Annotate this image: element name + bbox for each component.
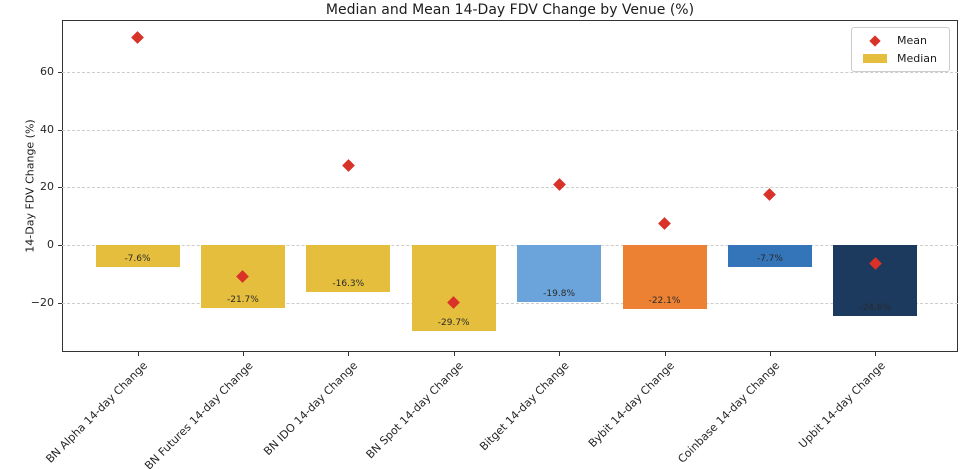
x-tick-label: BN Spot 14-day Change: [363, 359, 466, 462]
gridline: [62, 302, 958, 304]
x-tick-label: Coinbase 14-day Change: [675, 359, 783, 466]
x-tick-label: BN IDO 14-day Change: [261, 359, 361, 458]
median-swatch-icon: [862, 54, 887, 63]
x-tick-mark: [559, 352, 561, 356]
gridline: [62, 245, 958, 247]
bar: [95, 245, 180, 268]
legend-label-mean: Mean: [896, 34, 927, 47]
bar-value-label: -22.1%: [648, 295, 681, 306]
gridline: [62, 129, 958, 131]
x-tick-mark: [137, 352, 139, 356]
y-tick-label: 40: [40, 122, 54, 136]
bar-value-label: -19.8%: [543, 289, 576, 300]
y-tick-mark: [58, 129, 62, 131]
y-tick-label: 60: [40, 64, 54, 78]
gridline: [62, 71, 958, 73]
chart-title: Median and Mean 14-Day FDV Change by Ven…: [325, 2, 695, 18]
legend: Mean Median: [850, 27, 950, 72]
x-tick-mark: [453, 352, 455, 356]
bar: [622, 245, 707, 309]
legend-label-median: Median: [896, 52, 937, 65]
x-tick-mark: [242, 352, 244, 356]
x-tick-label: Upbit 14-day Change: [795, 359, 888, 451]
bar-value-label: -29.7%: [437, 317, 470, 328]
x-tick-mark: [875, 352, 877, 356]
bar-value-label: -16.3%: [332, 279, 365, 290]
y-tick-mark: [58, 245, 62, 247]
x-tick-label: Bitget 14-day Change: [477, 359, 572, 454]
bar: [517, 245, 602, 303]
x-tick-mark: [348, 352, 350, 356]
y-tick-mark: [58, 302, 62, 304]
x-tick-mark: [664, 352, 666, 356]
x-tick-label: BN Alpha 14-day Change: [43, 359, 150, 466]
y-tick-label: −20: [30, 295, 54, 309]
x-tick-label: BN Futures 14-day Change: [141, 359, 256, 469]
bar-value-label: -7.7%: [756, 254, 783, 265]
bar: [306, 245, 391, 293]
bar-value-label: -7.6%: [124, 254, 151, 265]
bar-value-label: -21.7%: [226, 294, 259, 305]
legend-item-median: Median: [862, 52, 937, 65]
y-tick-mark: [58, 71, 62, 73]
mean-diamond-icon: [869, 34, 881, 47]
gridline: [62, 187, 958, 189]
bar: [411, 245, 496, 331]
legend-swatch-box: [862, 54, 888, 63]
x-tick-mark: [769, 352, 771, 356]
x-tick-label: Bybit 14-day Change: [585, 359, 677, 451]
y-tick-label: 20: [40, 180, 54, 194]
y-tick-mark: [58, 187, 62, 189]
y-tick-label: 0: [47, 238, 54, 252]
bar-value-label: -24.6%: [859, 303, 892, 314]
bar: [727, 245, 812, 268]
legend-item-mean: Mean: [862, 34, 937, 47]
legend-swatch-box: [862, 34, 888, 47]
